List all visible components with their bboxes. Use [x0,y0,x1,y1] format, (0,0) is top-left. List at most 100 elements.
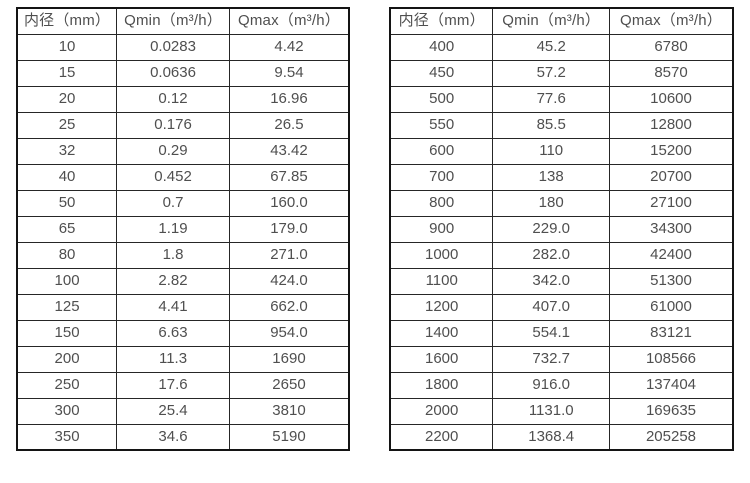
qmin-cell: 916.0 [492,371,610,399]
table-row: 150 6.63 954.0 [16,319,350,347]
table-row: 10 0.0283 4.42 [16,33,350,61]
diameter-cell: 250 [16,371,118,399]
table-row: 80 1.8 271.0 [16,241,350,269]
table-row: 1200 407.0 61000 [389,293,734,321]
header-row: 内径（mm） Qmin（m³/h） Qmax（m³/h） [389,7,734,35]
qmin-cell: 1131.0 [492,397,610,425]
qmin-cell: 17.6 [116,371,230,399]
qmax-cell: 8570 [609,59,734,87]
qmin-cell: 138 [492,163,610,191]
qmin-cell: 1.8 [116,241,230,269]
table-row: 250 17.6 2650 [16,371,350,399]
table-row: 900 229.0 34300 [389,215,734,243]
qmax-cell: 16.96 [228,85,350,113]
diameter-cell: 65 [16,215,118,243]
qmin-cell: 554.1 [492,319,610,347]
table-row: 500 77.6 10600 [389,85,734,113]
table-row: 450 57.2 8570 [389,59,734,87]
qmin-cell: 4.41 [116,293,230,321]
qmax-cell: 51300 [609,267,734,295]
table-row: 125 4.41 662.0 [16,293,350,321]
diameter-cell: 500 [389,85,494,113]
qmax-cell: 271.0 [228,241,350,269]
table-row: 15 0.0636 9.54 [16,59,350,87]
table-row: 20 0.12 16.96 [16,85,350,113]
header-row: 内径（mm） Qmin（m³/h） Qmax（m³/h） [16,7,350,35]
table-row: 200 11.3 1690 [16,345,350,373]
qmax-cell: 43.42 [228,137,350,165]
flow-spec-tables: 内径（mm） Qmin（m³/h） Qmax（m³/h） 10 0.0283 4… [16,7,734,451]
qmax-cell: 137404 [609,371,734,399]
diameter-cell: 50 [16,189,118,217]
table-row: 1100 342.0 51300 [389,267,734,295]
qmax-cell: 83121 [609,319,734,347]
diameter-cell: 1400 [389,319,494,347]
qmin-cell: 6.63 [116,319,230,347]
table-row: 300 25.4 3810 [16,397,350,425]
table-row: 100 2.82 424.0 [16,267,350,295]
qmax-cell: 160.0 [228,189,350,217]
diameter-cell: 400 [389,33,494,61]
qmax-header: Qmax（m³/h） [609,7,734,35]
qmin-cell: 110 [492,137,610,165]
qmin-header: Qmin（m³/h） [492,7,610,35]
diameter-cell: 450 [389,59,494,87]
qmax-cell: 424.0 [228,267,350,295]
qmin-cell: 282.0 [492,241,610,269]
table-row: 600 110 15200 [389,137,734,165]
qmax-cell: 2650 [228,371,350,399]
diameter-cell: 200 [16,345,118,373]
diameter-cell: 1600 [389,345,494,373]
qmax-cell: 67.85 [228,163,350,191]
qmin-cell: 1.19 [116,215,230,243]
diameter-cell: 1200 [389,293,494,321]
qmax-cell: 20700 [609,163,734,191]
table-row: 1600 732.7 108566 [389,345,734,373]
qmin-cell: 732.7 [492,345,610,373]
diameter-cell: 550 [389,111,494,139]
qmax-header: Qmax（m³/h） [228,7,350,35]
qmin-cell: 229.0 [492,215,610,243]
flow-table-right: 内径（mm） Qmin（m³/h） Qmax（m³/h） 400 45.2 67… [389,7,734,451]
diameter-cell: 300 [16,397,118,425]
qmax-cell: 205258 [609,423,734,451]
qmin-cell: 77.6 [492,85,610,113]
qmax-cell: 5190 [228,423,350,451]
diameter-cell: 20 [16,85,118,113]
qmax-cell: 9.54 [228,59,350,87]
table-row: 25 0.176 26.5 [16,111,350,139]
qmax-cell: 42400 [609,241,734,269]
table-row: 350 34.6 5190 [16,423,350,451]
qmin-cell: 0.0636 [116,59,230,87]
qmin-cell: 0.0283 [116,33,230,61]
diameter-cell: 32 [16,137,118,165]
qmin-cell: 0.176 [116,111,230,139]
qmax-cell: 179.0 [228,215,350,243]
table-row: 1800 916.0 137404 [389,371,734,399]
diameter-cell: 100 [16,267,118,295]
qmax-cell: 3810 [228,397,350,425]
diameter-cell: 350 [16,423,118,451]
qmin-cell: 85.5 [492,111,610,139]
table-row: 2000 1131.0 169635 [389,397,734,425]
qmin-cell: 0.12 [116,85,230,113]
diameter-cell: 150 [16,319,118,347]
diameter-cell: 700 [389,163,494,191]
table-row: 40 0.452 67.85 [16,163,350,191]
diameter-cell: 1800 [389,371,494,399]
diameter-cell: 1100 [389,267,494,295]
qmin-cell: 57.2 [492,59,610,87]
qmin-header: Qmin（m³/h） [116,7,230,35]
qmax-cell: 108566 [609,345,734,373]
qmin-cell: 0.7 [116,189,230,217]
diameter-cell: 80 [16,241,118,269]
qmin-cell: 34.6 [116,423,230,451]
qmin-cell: 407.0 [492,293,610,321]
diameter-cell: 900 [389,215,494,243]
qmin-cell: 25.4 [116,397,230,425]
qmax-cell: 12800 [609,111,734,139]
qmax-cell: 169635 [609,397,734,425]
qmax-cell: 26.5 [228,111,350,139]
qmax-cell: 954.0 [228,319,350,347]
qmax-cell: 4.42 [228,33,350,61]
